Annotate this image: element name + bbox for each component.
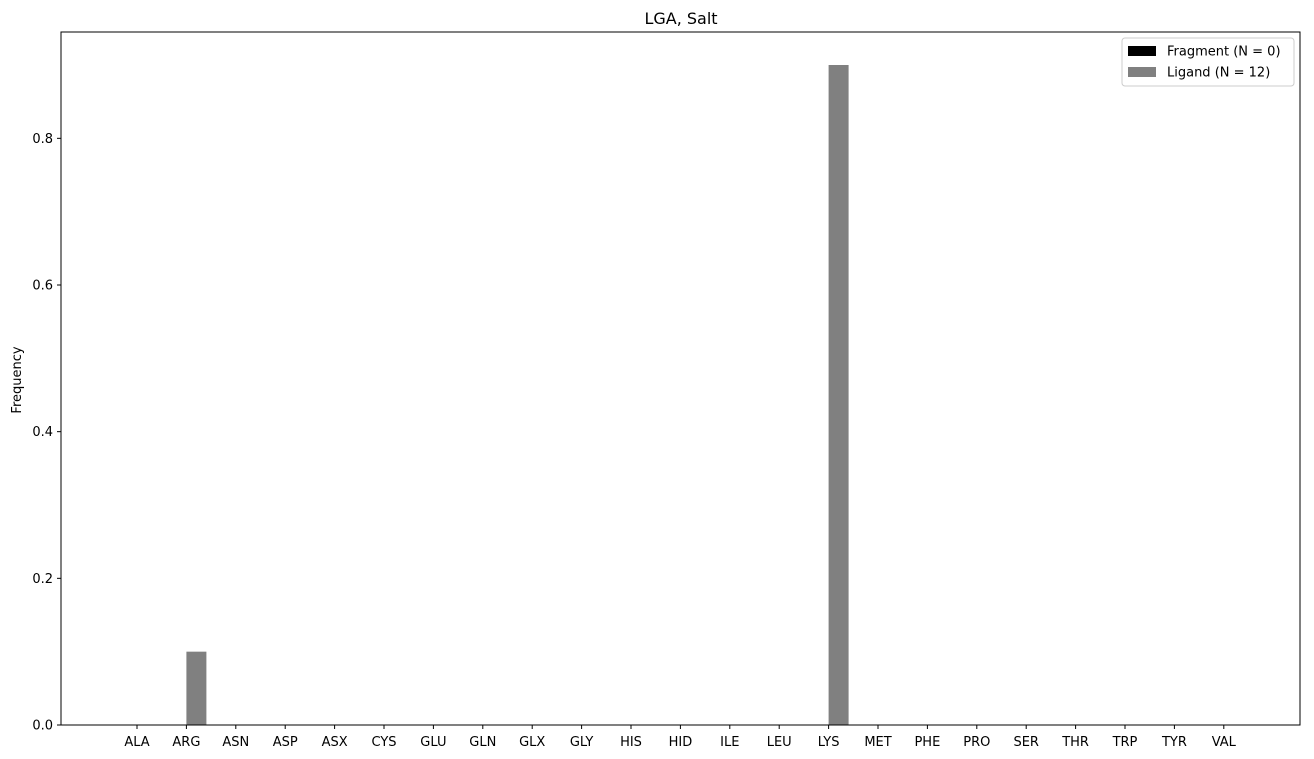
y-tick-label: 0.2 <box>32 572 53 587</box>
bar-ligand-lys <box>828 65 849 725</box>
plot-frame <box>60 31 1301 726</box>
bar-ligand-arg <box>186 651 207 725</box>
y-tick-label: 0.0 <box>32 719 53 734</box>
legend-box <box>1121 37 1295 87</box>
x-tick-label: HID <box>669 735 693 750</box>
x-tick-label: LEU <box>767 735 792 750</box>
x-tick-label: TRP <box>1112 735 1138 750</box>
x-tick-label: HIS <box>620 735 642 750</box>
x-tick-label: GLY <box>570 735 594 750</box>
legend: Fragment (N = 0) Ligand (N = 12) <box>1121 37 1295 87</box>
x-tick-label: ILE <box>720 735 739 750</box>
x-tick-label: ASP <box>273 735 298 750</box>
x-tick-label: ARG <box>172 735 200 750</box>
y-tick-label: 0.6 <box>32 279 53 294</box>
y-tick-label: 0.4 <box>32 425 53 440</box>
x-tick-label: ALA <box>124 735 149 750</box>
x-tick-label: CYS <box>371 735 396 750</box>
x-tick-label: GLU <box>420 735 446 750</box>
chart-title: LGA, Salt <box>644 9 717 28</box>
x-tick-label: ASX <box>322 735 348 750</box>
plot-area: 0.0 0.2 0.4 0.6 0.8 ALA ARG ASN ASP ASX CYS GLU GLN G… <box>32 65 1237 750</box>
legend-label: Fragment (N = 0) <box>1167 45 1281 60</box>
x-tick-label: SER <box>1013 735 1039 750</box>
x-tick-label: GLX <box>519 735 545 750</box>
x-tick-label: TYR <box>1161 735 1187 750</box>
x-tick-label: VAL <box>1212 735 1237 750</box>
x-tick-label: GLN <box>469 735 496 750</box>
x-tick-label: THR <box>1061 735 1089 750</box>
x-tick-label: LYS <box>818 735 840 750</box>
x-tick-label: PHE <box>914 735 940 750</box>
legend-swatch <box>1128 46 1156 56</box>
y-tick-label: 0.8 <box>32 132 53 147</box>
x-tick-label: MET <box>864 735 891 750</box>
x-tick-label: PRO <box>963 735 990 750</box>
legend-swatch <box>1128 67 1156 77</box>
legend-label: Ligand (N = 12) <box>1167 66 1270 81</box>
x-tick-label: ASN <box>222 735 249 750</box>
y-axis-label: Frequency <box>10 346 25 413</box>
